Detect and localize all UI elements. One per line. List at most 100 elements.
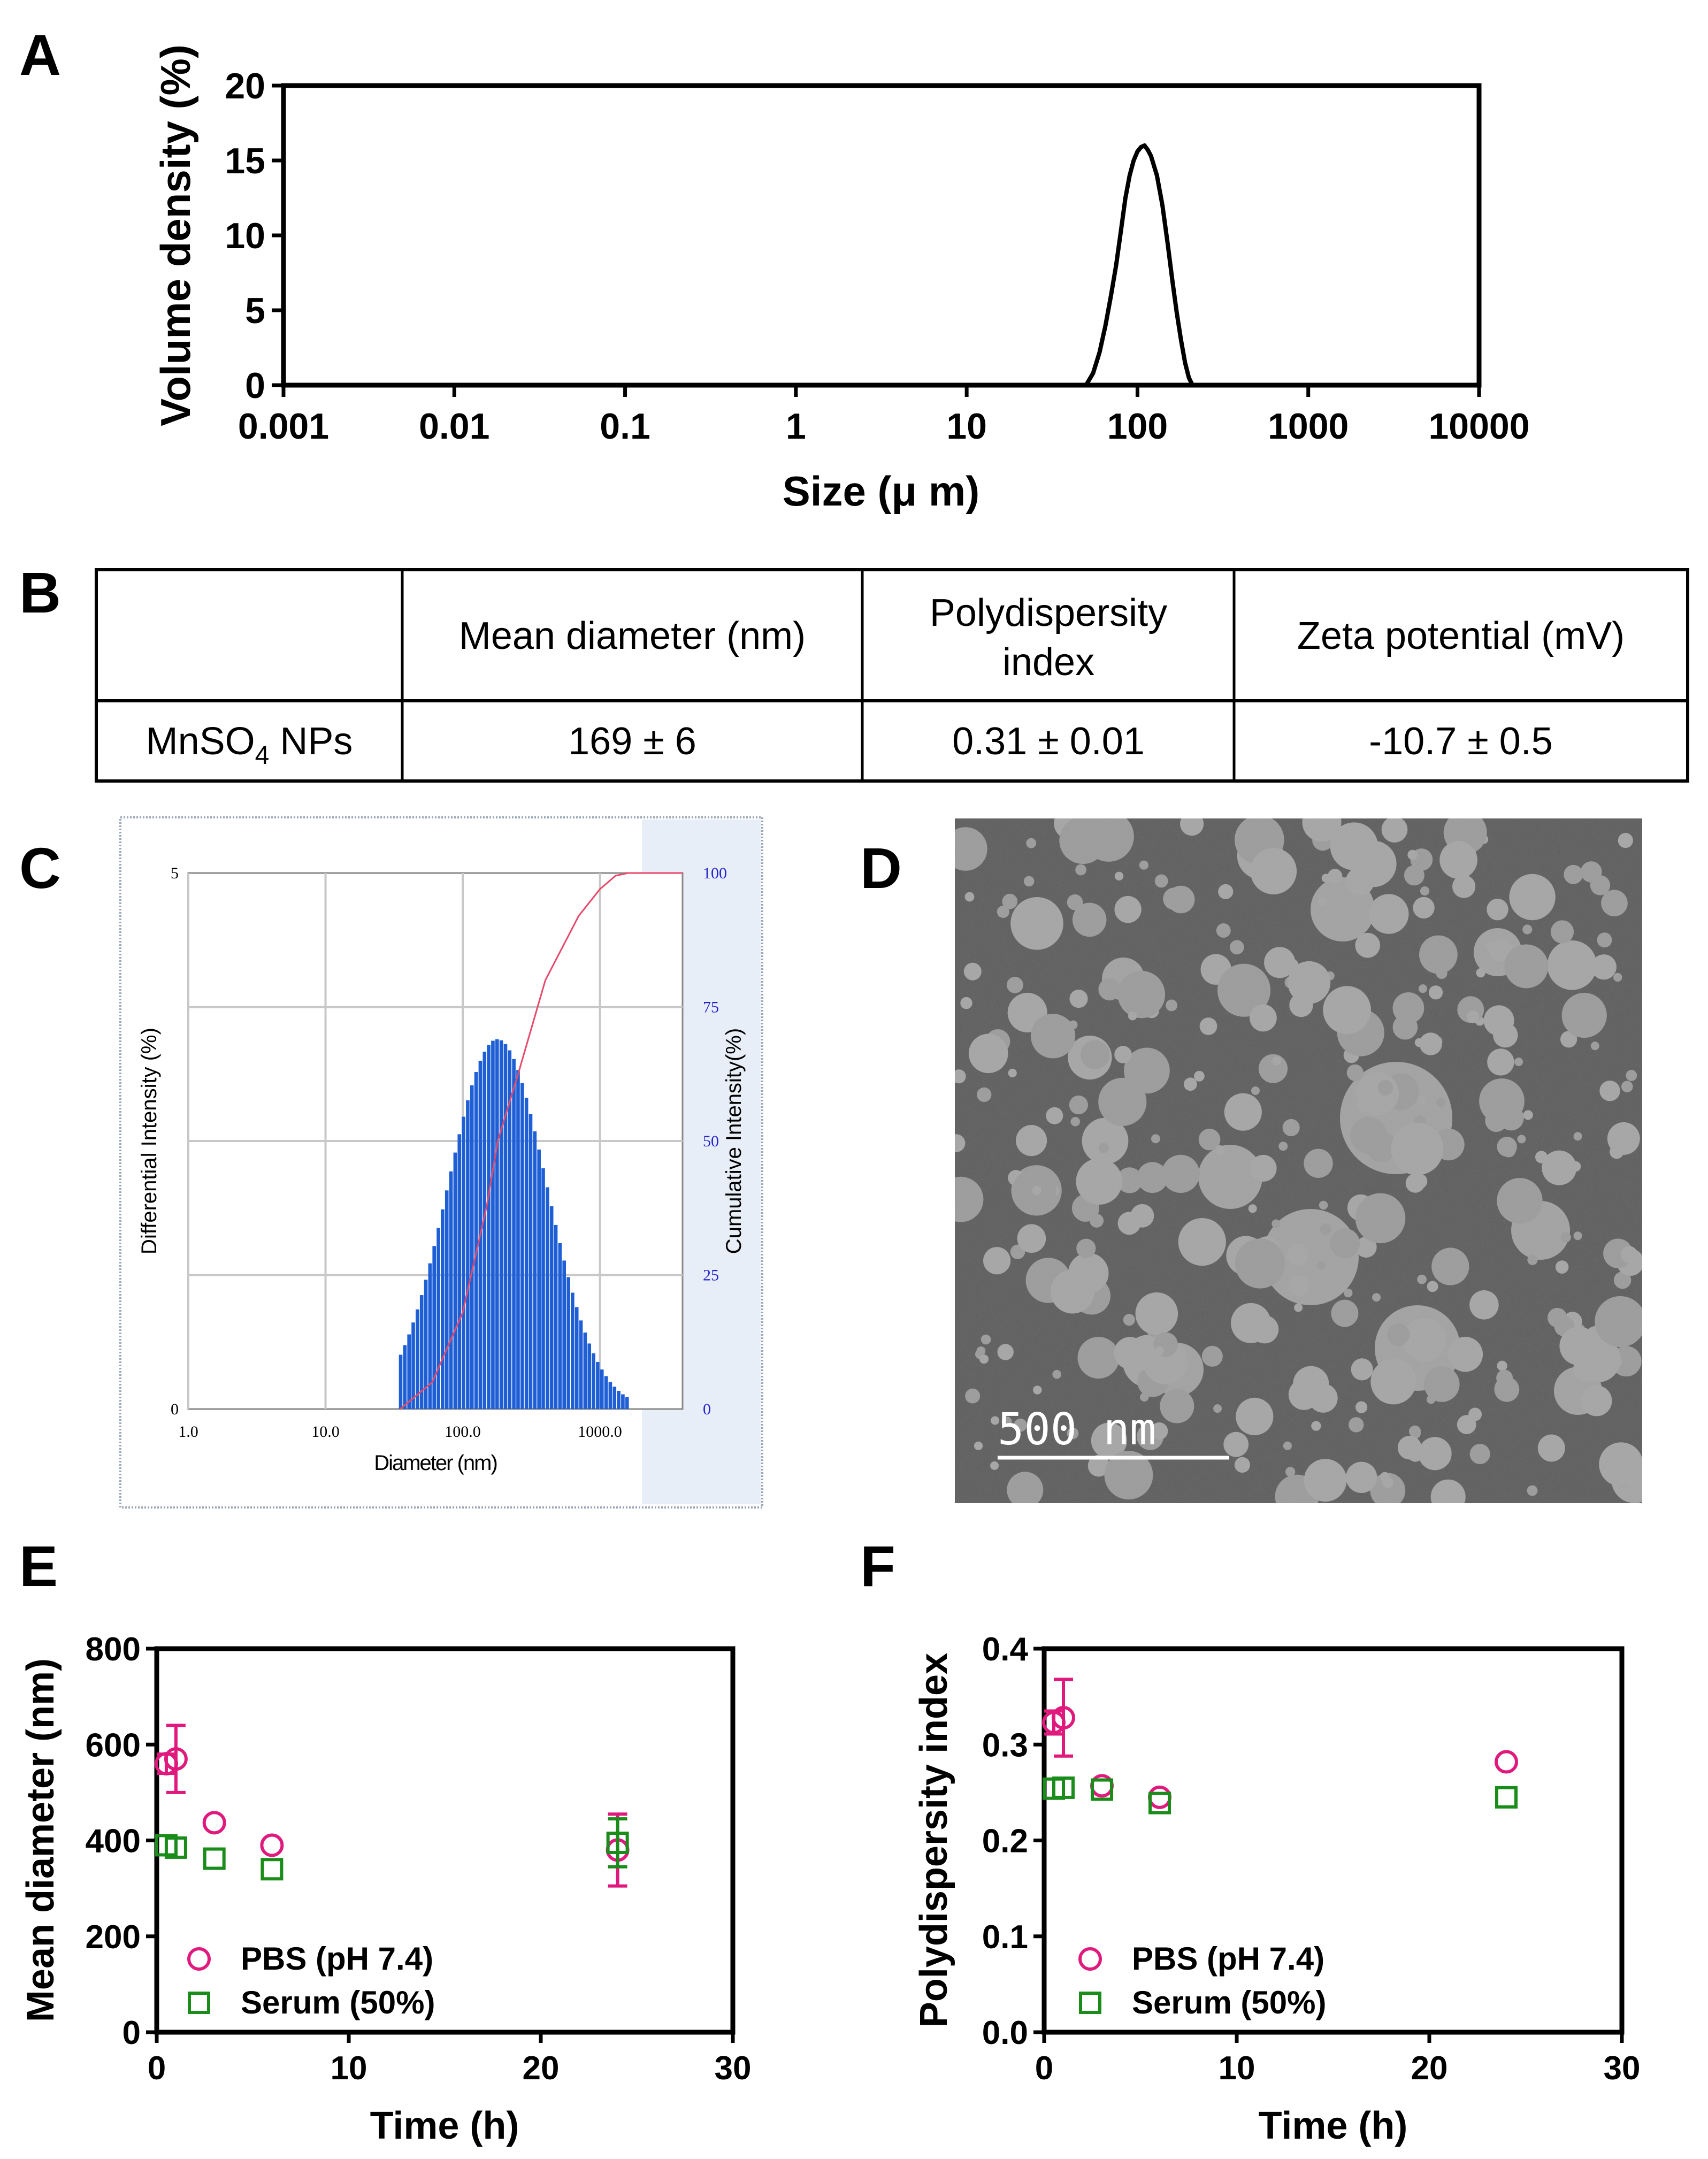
panel-e-legend-label: Serum (50%) (241, 1985, 435, 2020)
panel-e-x-tick-label: 10 (331, 2050, 367, 2087)
panel-c-bar (625, 1397, 629, 1409)
panel-f-x-axis-label: Time (h) (1259, 2104, 1408, 2147)
panel-e-serum-point (203, 1847, 226, 1870)
panel-b-table: Mean diameter (nm) Polydispersity index Z… (95, 568, 1689, 783)
panel-e-x-tick-label: 20 (523, 2050, 560, 2087)
panel-c-y2-tick-label: 25 (703, 1267, 719, 1284)
panel-c-bar (503, 1044, 508, 1409)
panel-c-bar (549, 1206, 554, 1409)
table-frame (95, 568, 1689, 783)
panel-c-y-tick-label: 5 (171, 864, 179, 882)
panel-c-y-tick-label: 0 (171, 1400, 179, 1418)
panel-c-y2-axis-label: Cumulative Intensity(%) (722, 1028, 746, 1254)
panel-a-y-tick-label: 5 (245, 290, 265, 331)
panel-c-x-tick-label: 10.0 (311, 1423, 340, 1441)
panel-e-legend-serum-marker (188, 1992, 210, 2014)
panel-label-c: C (19, 836, 61, 900)
panel-e-x-tick-label: 0 (148, 2050, 166, 2087)
panel-c-bar (579, 1320, 583, 1409)
panel-c-y2-tick-label: 0 (703, 1400, 711, 1418)
panel-e-pbs-point (202, 1811, 226, 1835)
panel-e-y-axis-label: Mean diameter (nm) (19, 1658, 62, 2022)
panel-label-e: E (19, 1534, 58, 1598)
panel-e-legend-pbs-marker (187, 1947, 211, 1971)
panel-f-legend-pbs-marker (1078, 1947, 1102, 1971)
panel-a-x-axis-label: Size (μ m) (783, 468, 979, 515)
panel-c-bar (428, 1263, 432, 1409)
panel-c-bar (436, 1228, 440, 1409)
panel-c-bar (546, 1187, 549, 1409)
panel-c-bar (424, 1280, 428, 1409)
panel-c-bar (608, 1382, 612, 1409)
panel-c-bar (604, 1376, 608, 1409)
panel-c-cumulative-line (400, 872, 683, 1410)
panel-c-bar (512, 1059, 516, 1409)
panel-c-x-tick-label: 1.0 (178, 1423, 198, 1441)
panel-label-b: B (19, 560, 61, 625)
panel-f-y-tick-label: 0.3 (982, 1727, 1028, 1764)
panel-c-bar (554, 1224, 558, 1409)
panel-c-bar (533, 1131, 537, 1409)
panel-f-x-tick-label: 30 (1604, 2050, 1641, 2087)
panel-c-bar (403, 1345, 407, 1409)
panel-f-serum-point (1052, 1776, 1075, 1799)
tem-scale-label: 500 nm (998, 1404, 1156, 1455)
panel-label-a: A (19, 22, 61, 87)
panel-f-x-tick-label: 0 (1035, 2050, 1053, 2087)
table-cell-mean-diameter: 169 ± 6 (568, 720, 696, 763)
panel-f-y-tick-label: 0.1 (982, 1919, 1028, 1956)
panel-f-legend-label: Serum (50%) (1132, 1985, 1326, 2020)
panel-e-y-tick-label: 0 (122, 2015, 141, 2051)
panel-e-serum-point (261, 1858, 284, 1881)
panel-f-y-tick-label: 0.2 (982, 1823, 1028, 1860)
panel-a-x-tick-label: 1000 (1268, 406, 1349, 447)
panel-c-bar (499, 1040, 503, 1409)
panel-e-pbs-point (260, 1833, 284, 1857)
panel-c-bar (491, 1040, 495, 1409)
panel-f-pbs-point (1495, 1750, 1518, 1774)
panel-f-y-axis-label: Polydispersity index (913, 1653, 955, 2027)
panel-f-pbs-point (1052, 1706, 1075, 1730)
panel-c-x-tick-label: 100.0 (445, 1423, 481, 1441)
panel-f-y-tick-label: 0.4 (982, 1631, 1029, 1668)
panel-f-y-tick-label: 0.0 (982, 2015, 1028, 2051)
panel-c-bar (612, 1387, 617, 1409)
panel-c-bar (558, 1243, 562, 1409)
panel-f-serum-point (1495, 1786, 1518, 1809)
panel-a-x-tick-label: 100 (1107, 406, 1168, 447)
panel-e-y-tick-label: 600 (86, 1727, 141, 1764)
panel-a-x-tick-label: 10000 (1428, 406, 1529, 447)
panel-f-legend-serum-marker (1079, 1992, 1101, 2014)
panel-a-y-axis-label: Volume density (%) (152, 44, 199, 426)
panel-a-x-tick-label: 10 (946, 406, 987, 447)
panel-c-bar (520, 1083, 524, 1409)
panel-a-y-tick-label: 20 (225, 66, 265, 106)
panel-c-bar (621, 1394, 625, 1409)
panel-c-bar (482, 1051, 487, 1409)
panel-c-y2-tick-label: 75 (703, 999, 719, 1016)
panel-c-bar (524, 1098, 529, 1409)
panel-c-bar (575, 1307, 579, 1409)
panel-e-y-tick-label: 200 (86, 1919, 141, 1956)
panel-c-bar (474, 1072, 478, 1409)
panel-c-bar (416, 1309, 419, 1409)
panel-e-y-tick-label: 800 (86, 1631, 141, 1668)
table-header-mean-diameter: Mean diameter (nm) (459, 615, 806, 657)
panel-c-bar (470, 1085, 474, 1409)
panel-c-bar (495, 1039, 499, 1409)
panel-e-y-tick-label: 400 (86, 1823, 141, 1860)
panel-c-x-axis-label: Diameter (nm) (374, 1451, 497, 1475)
panel-c-x-tick-label: 1000.0 (578, 1423, 622, 1441)
panel-a-y-tick-label: 10 (225, 216, 265, 256)
panel-e-pbs-point (164, 1747, 188, 1771)
panel-a-y-tick-label: 15 (225, 141, 265, 181)
panel-e-x-tick-label: 30 (715, 2050, 752, 2087)
panel-c-bar (419, 1295, 424, 1409)
panel-f-x-tick-label: 20 (1411, 2050, 1448, 2087)
panel-c-bar (487, 1045, 491, 1409)
panel-e-serum-point (164, 1836, 187, 1859)
panel-c-bar (529, 1114, 533, 1409)
panel-d-tem-image: 500 nm (955, 818, 1642, 1503)
